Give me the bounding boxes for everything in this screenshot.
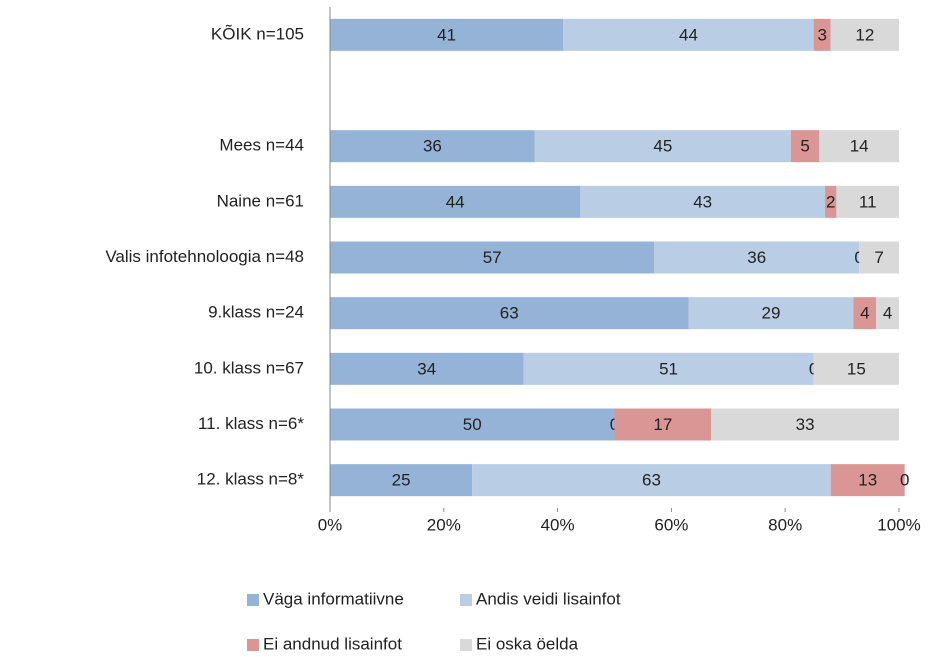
bar-segment bbox=[825, 185, 837, 218]
bar-segment bbox=[830, 18, 899, 51]
data-label: 36 bbox=[423, 137, 442, 156]
bar-segment bbox=[580, 185, 826, 218]
legend-swatch bbox=[247, 639, 259, 651]
data-label: 13 bbox=[858, 471, 877, 490]
bar-segment bbox=[654, 241, 860, 274]
x-tick-label: 0% bbox=[318, 515, 343, 534]
bar-segment bbox=[614, 408, 712, 441]
bar-segment bbox=[523, 352, 814, 385]
data-label: 44 bbox=[446, 192, 465, 211]
data-label: 57 bbox=[483, 248, 502, 267]
x-tick-label: 40% bbox=[541, 515, 575, 534]
data-label: 41 bbox=[437, 25, 456, 44]
bar-segment bbox=[330, 464, 473, 497]
data-label: 44 bbox=[679, 25, 698, 44]
y-tick-label: Mees n=44 bbox=[219, 136, 304, 155]
legend-swatch bbox=[460, 639, 472, 651]
data-label: 12 bbox=[855, 25, 874, 44]
legend-swatch bbox=[460, 594, 472, 606]
data-label: 3 bbox=[817, 25, 826, 44]
legend-swatch bbox=[247, 594, 259, 606]
y-tick-label: KÕIK n=105 bbox=[211, 24, 304, 43]
x-tick-label: 20% bbox=[427, 515, 461, 534]
x-tick-label: 60% bbox=[654, 515, 688, 534]
bar-segment bbox=[563, 18, 814, 51]
y-tick-label: 10. klass n=67 bbox=[194, 358, 304, 377]
data-label: 51 bbox=[659, 359, 678, 378]
bar-segment bbox=[688, 297, 854, 330]
data-label: 11 bbox=[859, 192, 877, 211]
legend-label: Väga informatiivne bbox=[263, 589, 404, 608]
bar-segment bbox=[876, 297, 899, 330]
data-label: 63 bbox=[642, 471, 661, 490]
data-label: 0 bbox=[900, 471, 909, 490]
y-tick-label: Naine n=61 bbox=[217, 191, 304, 210]
data-label: 5 bbox=[800, 137, 809, 156]
bar-segment bbox=[330, 185, 581, 218]
bar-segment bbox=[836, 185, 899, 218]
bar-segment bbox=[813, 18, 831, 51]
data-label: 36 bbox=[747, 248, 766, 267]
data-label: 25 bbox=[392, 471, 411, 490]
y-tick-label: 12. klass n=8* bbox=[197, 470, 305, 489]
data-label: 45 bbox=[653, 137, 672, 156]
bar-segment bbox=[330, 241, 655, 274]
legend-label: Andis veidi lisainfot bbox=[476, 589, 621, 608]
y-tick-label: 11. klass n=6* bbox=[198, 414, 304, 433]
x-tick-label: 100% bbox=[877, 515, 920, 534]
bar-segment bbox=[534, 130, 791, 163]
data-label: 14 bbox=[850, 137, 869, 156]
bar-segment bbox=[472, 464, 831, 497]
bar-segment bbox=[813, 352, 899, 385]
bar-segment bbox=[819, 130, 899, 163]
bar-segment bbox=[330, 352, 524, 385]
data-label: 4 bbox=[883, 304, 892, 323]
data-label: 2 bbox=[826, 192, 835, 211]
data-label: 50 bbox=[463, 415, 482, 434]
bar-segment bbox=[830, 464, 905, 497]
bar-segment bbox=[853, 297, 877, 330]
bar-segment bbox=[711, 408, 899, 441]
y-tick-label: 9.klass n=24 bbox=[208, 303, 304, 322]
data-label: 63 bbox=[500, 304, 519, 323]
legend-label: Ei andnud lisainfot bbox=[263, 634, 402, 653]
data-label: 7 bbox=[874, 248, 883, 267]
data-label: 29 bbox=[762, 304, 781, 323]
data-label: 4 bbox=[860, 304, 869, 323]
bar-segment bbox=[330, 18, 564, 51]
data-label: 34 bbox=[417, 359, 436, 378]
data-label: 17 bbox=[653, 415, 672, 434]
data-label: 43 bbox=[693, 192, 712, 211]
bar-segment bbox=[330, 130, 535, 163]
data-label: 15 bbox=[847, 359, 866, 378]
bar-segment bbox=[330, 408, 615, 441]
x-tick-label: 80% bbox=[768, 515, 802, 534]
bar-segment bbox=[859, 241, 899, 274]
data-label: 33 bbox=[796, 415, 815, 434]
bar-segment bbox=[790, 130, 820, 163]
y-tick-label: Valis infotehnoloogia n=48 bbox=[105, 247, 304, 266]
legend-label: Ei oska öelda bbox=[476, 634, 579, 653]
bar-segment bbox=[330, 297, 689, 330]
